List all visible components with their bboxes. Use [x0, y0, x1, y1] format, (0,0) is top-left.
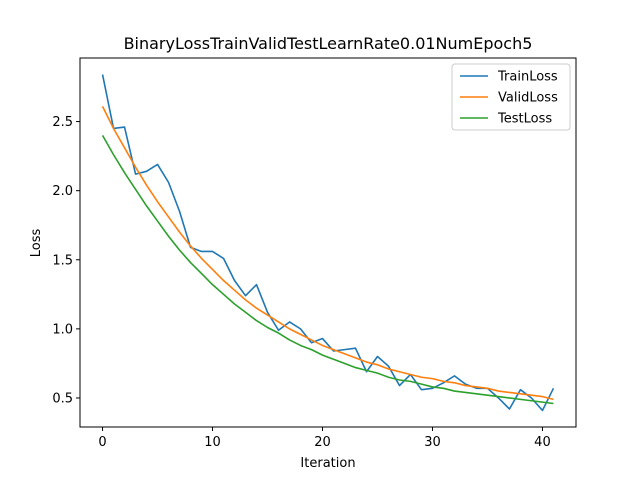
- axes-frame: [79, 57, 577, 428]
- y-tick-label: 0.5: [52, 391, 73, 406]
- y-tick-label: 2.0: [52, 184, 73, 199]
- y-axis-ticks: 0.5 1.0 1.5 2.0 2.5: [52, 115, 80, 406]
- chart-title: BinaryLossTrainValidTestLearnRate0.01Num…: [124, 34, 533, 53]
- legend-box: [451, 63, 571, 131]
- x-tick-label: 10: [204, 435, 221, 450]
- series-lines: [101, 74, 555, 412]
- series-line-trainloss: [101, 74, 555, 412]
- series-line-testloss: [101, 134, 554, 405]
- x-tick-label: 30: [424, 435, 441, 450]
- legend-label: TrainLoss: [497, 70, 558, 85]
- y-tick-label: 1.5: [52, 253, 73, 268]
- legend: TrainLoss ValidLoss TestLoss: [451, 63, 571, 131]
- legend-label: TestLoss: [497, 112, 552, 127]
- x-tick-label: 0: [98, 435, 106, 450]
- x-tick-label: 40: [534, 435, 551, 450]
- y-tick-label: 2.5: [52, 115, 73, 130]
- legend-label: ValidLoss: [498, 91, 558, 106]
- series-line-validloss: [101, 106, 554, 401]
- y-tick-label: 1.0: [52, 322, 73, 337]
- y-axis-label: Loss: [29, 229, 44, 258]
- x-axis-ticks: 0 10 20 30 40: [98, 427, 551, 450]
- x-tick-label: 20: [314, 435, 331, 450]
- x-axis-label: Iteration: [300, 456, 355, 471]
